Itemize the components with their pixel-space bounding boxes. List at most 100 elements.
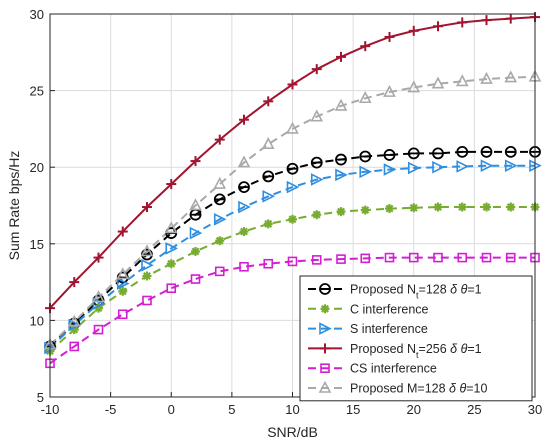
marker-stroke: [94, 304, 103, 313]
data-point-s2: [457, 202, 467, 212]
marker-stroke: [70, 325, 79, 334]
legend-item: C interference: [308, 302, 429, 316]
data-point-s5: [505, 252, 516, 263]
data-point-s4: [433, 21, 443, 32]
data-point-s4: [69, 277, 80, 288]
data-point-s5: [69, 341, 80, 352]
data-point-s4: [166, 179, 177, 190]
legend-label-part: =128: [419, 283, 451, 297]
legend-item: CS interference: [308, 362, 437, 376]
data-point-s2: [142, 271, 152, 281]
marker-stroke: [434, 203, 442, 211]
x-tick-label: 20: [407, 402, 421, 417]
data-point-s3: [310, 173, 324, 186]
data-point-s5: [142, 295, 152, 306]
legend-marker: [319, 283, 331, 295]
data-point-s6: [286, 121, 299, 134]
legend-label-part: Proposed M=128: [350, 382, 449, 396]
data-point-s3: [504, 159, 518, 172]
y-tick-label: 20: [30, 160, 44, 175]
data-point-s4: [93, 252, 104, 263]
data-point-s3: [116, 277, 130, 290]
data-point-s3: [213, 212, 227, 226]
marker-stroke: [337, 207, 345, 216]
y-tick-label: 15: [30, 237, 44, 252]
data-point-s4: [481, 15, 492, 26]
legend-label: Proposed Nt=256 δ θ=1: [350, 342, 482, 360]
x-tick-label: 0: [168, 402, 175, 417]
legend-label-part: Proposed N: [350, 342, 416, 356]
data-point-s1: [310, 156, 323, 169]
data-point-s6: [455, 74, 469, 87]
data-point-s1: [432, 147, 444, 160]
legend-marker: [320, 363, 330, 374]
data-point-s3: [286, 180, 300, 194]
series-line-3: [49, 164, 535, 349]
data-point-s3: [480, 159, 494, 172]
y-tick-label: 25: [30, 84, 44, 99]
legend-label-part: =256: [419, 342, 451, 356]
legend-label-part: Proposed N: [350, 283, 416, 297]
marker-stroke: [361, 206, 370, 215]
data-point-s5: [287, 256, 298, 267]
data-point-s5: [214, 266, 225, 277]
data-point-s5: [408, 252, 419, 263]
data-point-s3: [335, 168, 348, 182]
data-point-s5: [117, 309, 128, 320]
legend-label-part: =1: [467, 342, 481, 356]
series-line-6: [49, 75, 536, 346]
marker-stroke: [215, 236, 224, 245]
data-point-s1: [383, 149, 396, 161]
data-point-s2: [239, 227, 249, 237]
data-point-s1: [407, 147, 420, 160]
data-point-s1: [456, 145, 469, 158]
data-point-s6: [164, 221, 178, 234]
data-point-s6: [140, 244, 154, 257]
data-point-s6: [504, 70, 518, 83]
legend-label: Proposed Nt=128 δ θ=1: [350, 283, 482, 301]
marker-stroke: [240, 227, 248, 236]
data-point-s4: [142, 202, 152, 213]
data-point-s4: [408, 25, 419, 36]
data-point-s1: [238, 181, 250, 194]
legend-label-part: δ θ: [449, 382, 466, 396]
axis-ticks: -10 -5 0 5 10 15 20 25 30 5 10 15 20 25 30: [30, 7, 543, 417]
legend-marker: [320, 304, 330, 314]
legend-item: S interference: [308, 322, 428, 336]
data-point-s2: [409, 203, 419, 213]
data-point-s6: [407, 80, 421, 93]
legend-label-part: C interference: [350, 302, 429, 316]
x-tick-label: -10: [41, 402, 60, 417]
data-point-s4: [360, 41, 371, 52]
legend-label-part: =10: [466, 382, 487, 396]
marker-stroke: [118, 287, 127, 296]
data-point-s4: [384, 31, 395, 42]
data-point-s4: [239, 114, 249, 125]
data-point-s2: [118, 286, 128, 296]
data-point-s2: [215, 236, 225, 246]
data-point-s5: [166, 283, 177, 294]
data-point-s6: [213, 176, 227, 189]
data-point-s3: [432, 160, 445, 174]
marker-stroke: [506, 203, 515, 211]
data-point-s2: [191, 246, 200, 256]
y-tick-label: 10: [30, 313, 44, 328]
marker-stroke: [321, 304, 329, 313]
data-point-s4: [457, 17, 468, 28]
marker-stroke: [409, 203, 418, 212]
data-point-s4: [311, 64, 322, 75]
data-point-s6: [358, 91, 372, 104]
data-point-s1: [480, 145, 493, 158]
marker-stroke: [385, 204, 394, 213]
data-point-s2: [336, 207, 346, 217]
data-point-s2: [312, 210, 322, 220]
data-point-s5: [481, 252, 492, 263]
legend-label-part: t: [416, 291, 419, 301]
data-point-s6: [480, 71, 493, 84]
data-point-s5: [336, 254, 346, 264]
data-point-s5: [190, 274, 201, 284]
data-point-s4: [505, 13, 516, 24]
data-point-s4: [287, 79, 298, 90]
